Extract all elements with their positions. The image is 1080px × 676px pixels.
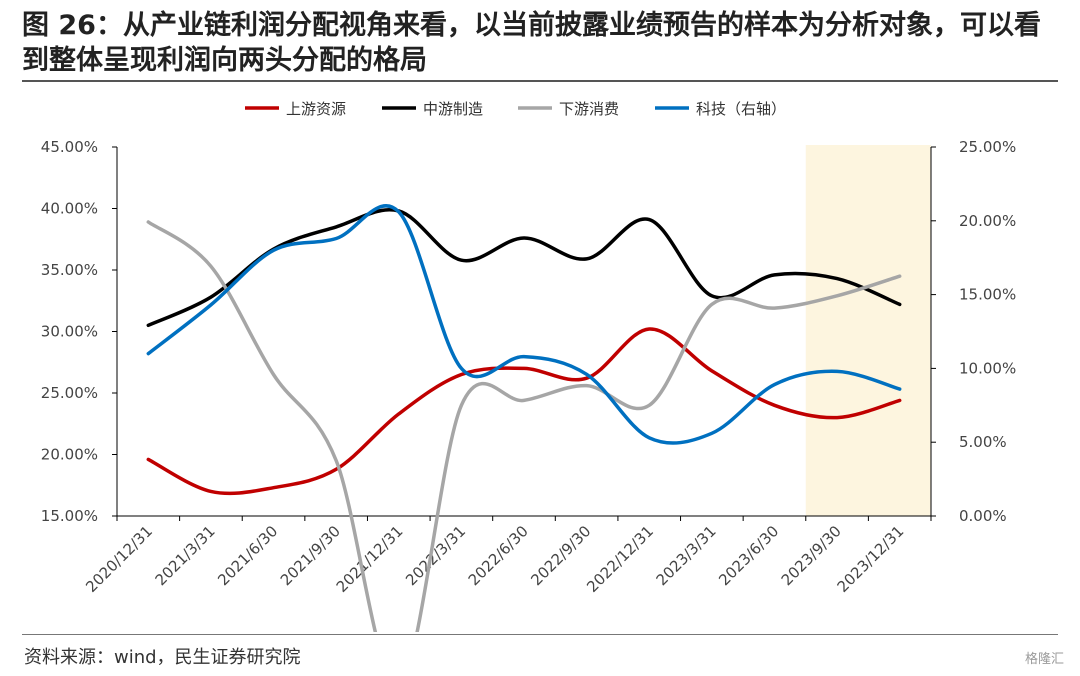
left-axis-tick-label: 25.00% bbox=[41, 384, 98, 402]
legend-label-4: 科技（右轴） bbox=[696, 100, 786, 118]
x-axis-tick-label: 2022/12/31 bbox=[583, 522, 657, 596]
series-line-3 bbox=[146, 220, 902, 632]
series-point-2 bbox=[899, 304, 900, 305]
series-point-4 bbox=[899, 389, 900, 390]
series-point-4 bbox=[461, 368, 462, 369]
right-axis-tick-label: 0.00% bbox=[959, 507, 1007, 525]
series-point-3 bbox=[273, 374, 274, 375]
series-point-4 bbox=[649, 437, 650, 438]
series-point-4 bbox=[398, 211, 399, 212]
source-note: 资料来源：wind，民生证券研究院 bbox=[24, 647, 301, 668]
right-axis-tick-label: 5.00% bbox=[959, 433, 1007, 451]
series-point-1 bbox=[461, 374, 462, 375]
series-point-3 bbox=[210, 266, 211, 267]
left-axis-tick-label: 35.00% bbox=[41, 261, 98, 279]
x-axis-tick-label: 2021/3/31 bbox=[152, 522, 219, 589]
series-point-2 bbox=[461, 260, 462, 261]
series-point-2 bbox=[524, 238, 525, 239]
legend-label-1: 上游资源 bbox=[286, 100, 346, 118]
series-point-1 bbox=[336, 469, 337, 470]
series-point-1 bbox=[586, 378, 587, 379]
title-divider bbox=[22, 80, 1058, 82]
x-axis-tick-label: 2021/9/30 bbox=[277, 522, 344, 589]
right-axis-tick-label: 25.00% bbox=[959, 138, 1016, 156]
x-axis-tick-label: 2023/3/31 bbox=[653, 522, 720, 589]
series-point-2 bbox=[774, 274, 775, 275]
left-axis-tick-label: 45.00% bbox=[41, 138, 98, 156]
series-point-4 bbox=[837, 371, 838, 372]
series-point-1 bbox=[711, 370, 712, 371]
series-point-4 bbox=[210, 304, 211, 305]
series-point-2 bbox=[148, 325, 149, 326]
series-point-2 bbox=[586, 258, 587, 259]
series-point-2 bbox=[649, 219, 650, 220]
series-point-1 bbox=[210, 491, 211, 492]
source-divider bbox=[22, 634, 1058, 635]
left-axis-tick-label: 20.00% bbox=[41, 446, 98, 464]
legend-label-2: 中游制造 bbox=[423, 100, 483, 118]
series-point-4 bbox=[524, 356, 525, 357]
highlight-band-layer bbox=[805, 145, 931, 516]
series-layer bbox=[146, 204, 902, 632]
left-axis-tick-label: 15.00% bbox=[41, 507, 98, 525]
line-chart: 15.00% 20.00% 25.00% 30.00% 35.00% 40.00% 45.0… bbox=[41, 100, 1016, 632]
series-point-3 bbox=[336, 460, 337, 461]
series-point-3 bbox=[774, 308, 775, 309]
left-axis-tick-label: 40.00% bbox=[41, 200, 98, 218]
legend-label-3: 下游消费 bbox=[559, 100, 619, 118]
legend: 上游资源 中游制造 下游消费 科技（右轴） bbox=[245, 100, 786, 118]
series-point-3 bbox=[837, 295, 838, 296]
x-axis-tick-label: 2021/6/30 bbox=[214, 522, 281, 589]
series-point-3 bbox=[461, 405, 462, 406]
series-point-1 bbox=[148, 459, 149, 460]
series-point-1 bbox=[273, 487, 274, 488]
right-axis-tick-label: 15.00% bbox=[959, 286, 1016, 304]
series-point-2 bbox=[210, 297, 211, 298]
series-line-1 bbox=[146, 327, 902, 496]
series-point-1 bbox=[899, 400, 900, 401]
series-point-1 bbox=[774, 405, 775, 406]
left-axis-tick-label: 30.00% bbox=[41, 323, 98, 341]
series-point-4 bbox=[774, 384, 775, 385]
x-axis-tick-label: 2020/12/31 bbox=[82, 522, 156, 596]
x-axis-tick-label: 2023/6/30 bbox=[715, 522, 782, 589]
series-point-3 bbox=[524, 400, 525, 401]
series-point-4 bbox=[336, 238, 337, 239]
series-point-1 bbox=[524, 368, 525, 369]
x-axis-tick-label: 2022/9/30 bbox=[527, 522, 594, 589]
series-point-3 bbox=[711, 304, 712, 305]
series-point-4 bbox=[148, 353, 149, 354]
right-axis-tick-label: 10.00% bbox=[959, 359, 1016, 377]
series-point-3 bbox=[649, 405, 650, 406]
series-point-2 bbox=[711, 295, 712, 296]
series-point-3 bbox=[586, 385, 587, 386]
series-point-1 bbox=[837, 417, 838, 418]
series-point-4 bbox=[711, 433, 712, 434]
series-point-2 bbox=[837, 278, 838, 279]
series-point-3 bbox=[899, 276, 900, 277]
series-point-4 bbox=[273, 250, 274, 251]
highlight-band bbox=[805, 145, 931, 516]
series-point-2 bbox=[336, 226, 337, 227]
series-point-4 bbox=[586, 374, 587, 375]
x-axis-tick-label: 2023/9/30 bbox=[778, 522, 845, 589]
series-point-3 bbox=[148, 222, 149, 223]
series-line-4 bbox=[146, 204, 902, 445]
watermark: 格隆汇 bbox=[1024, 652, 1064, 667]
chart-title: 图 26：从产业链利润分配视角来看，以当前披露业绩预告的样本为分析对象，可以看到… bbox=[22, 10, 1041, 76]
x-axis-tick-label: 2023/12/31 bbox=[834, 522, 908, 596]
series-point-1 bbox=[649, 329, 650, 330]
x-axis-tick-label: 2021/12/31 bbox=[333, 522, 407, 596]
x-axis-tick-label: 2022/6/30 bbox=[465, 522, 532, 589]
series-point-1 bbox=[398, 413, 399, 414]
right-axis-tick-label: 20.00% bbox=[959, 212, 1016, 230]
